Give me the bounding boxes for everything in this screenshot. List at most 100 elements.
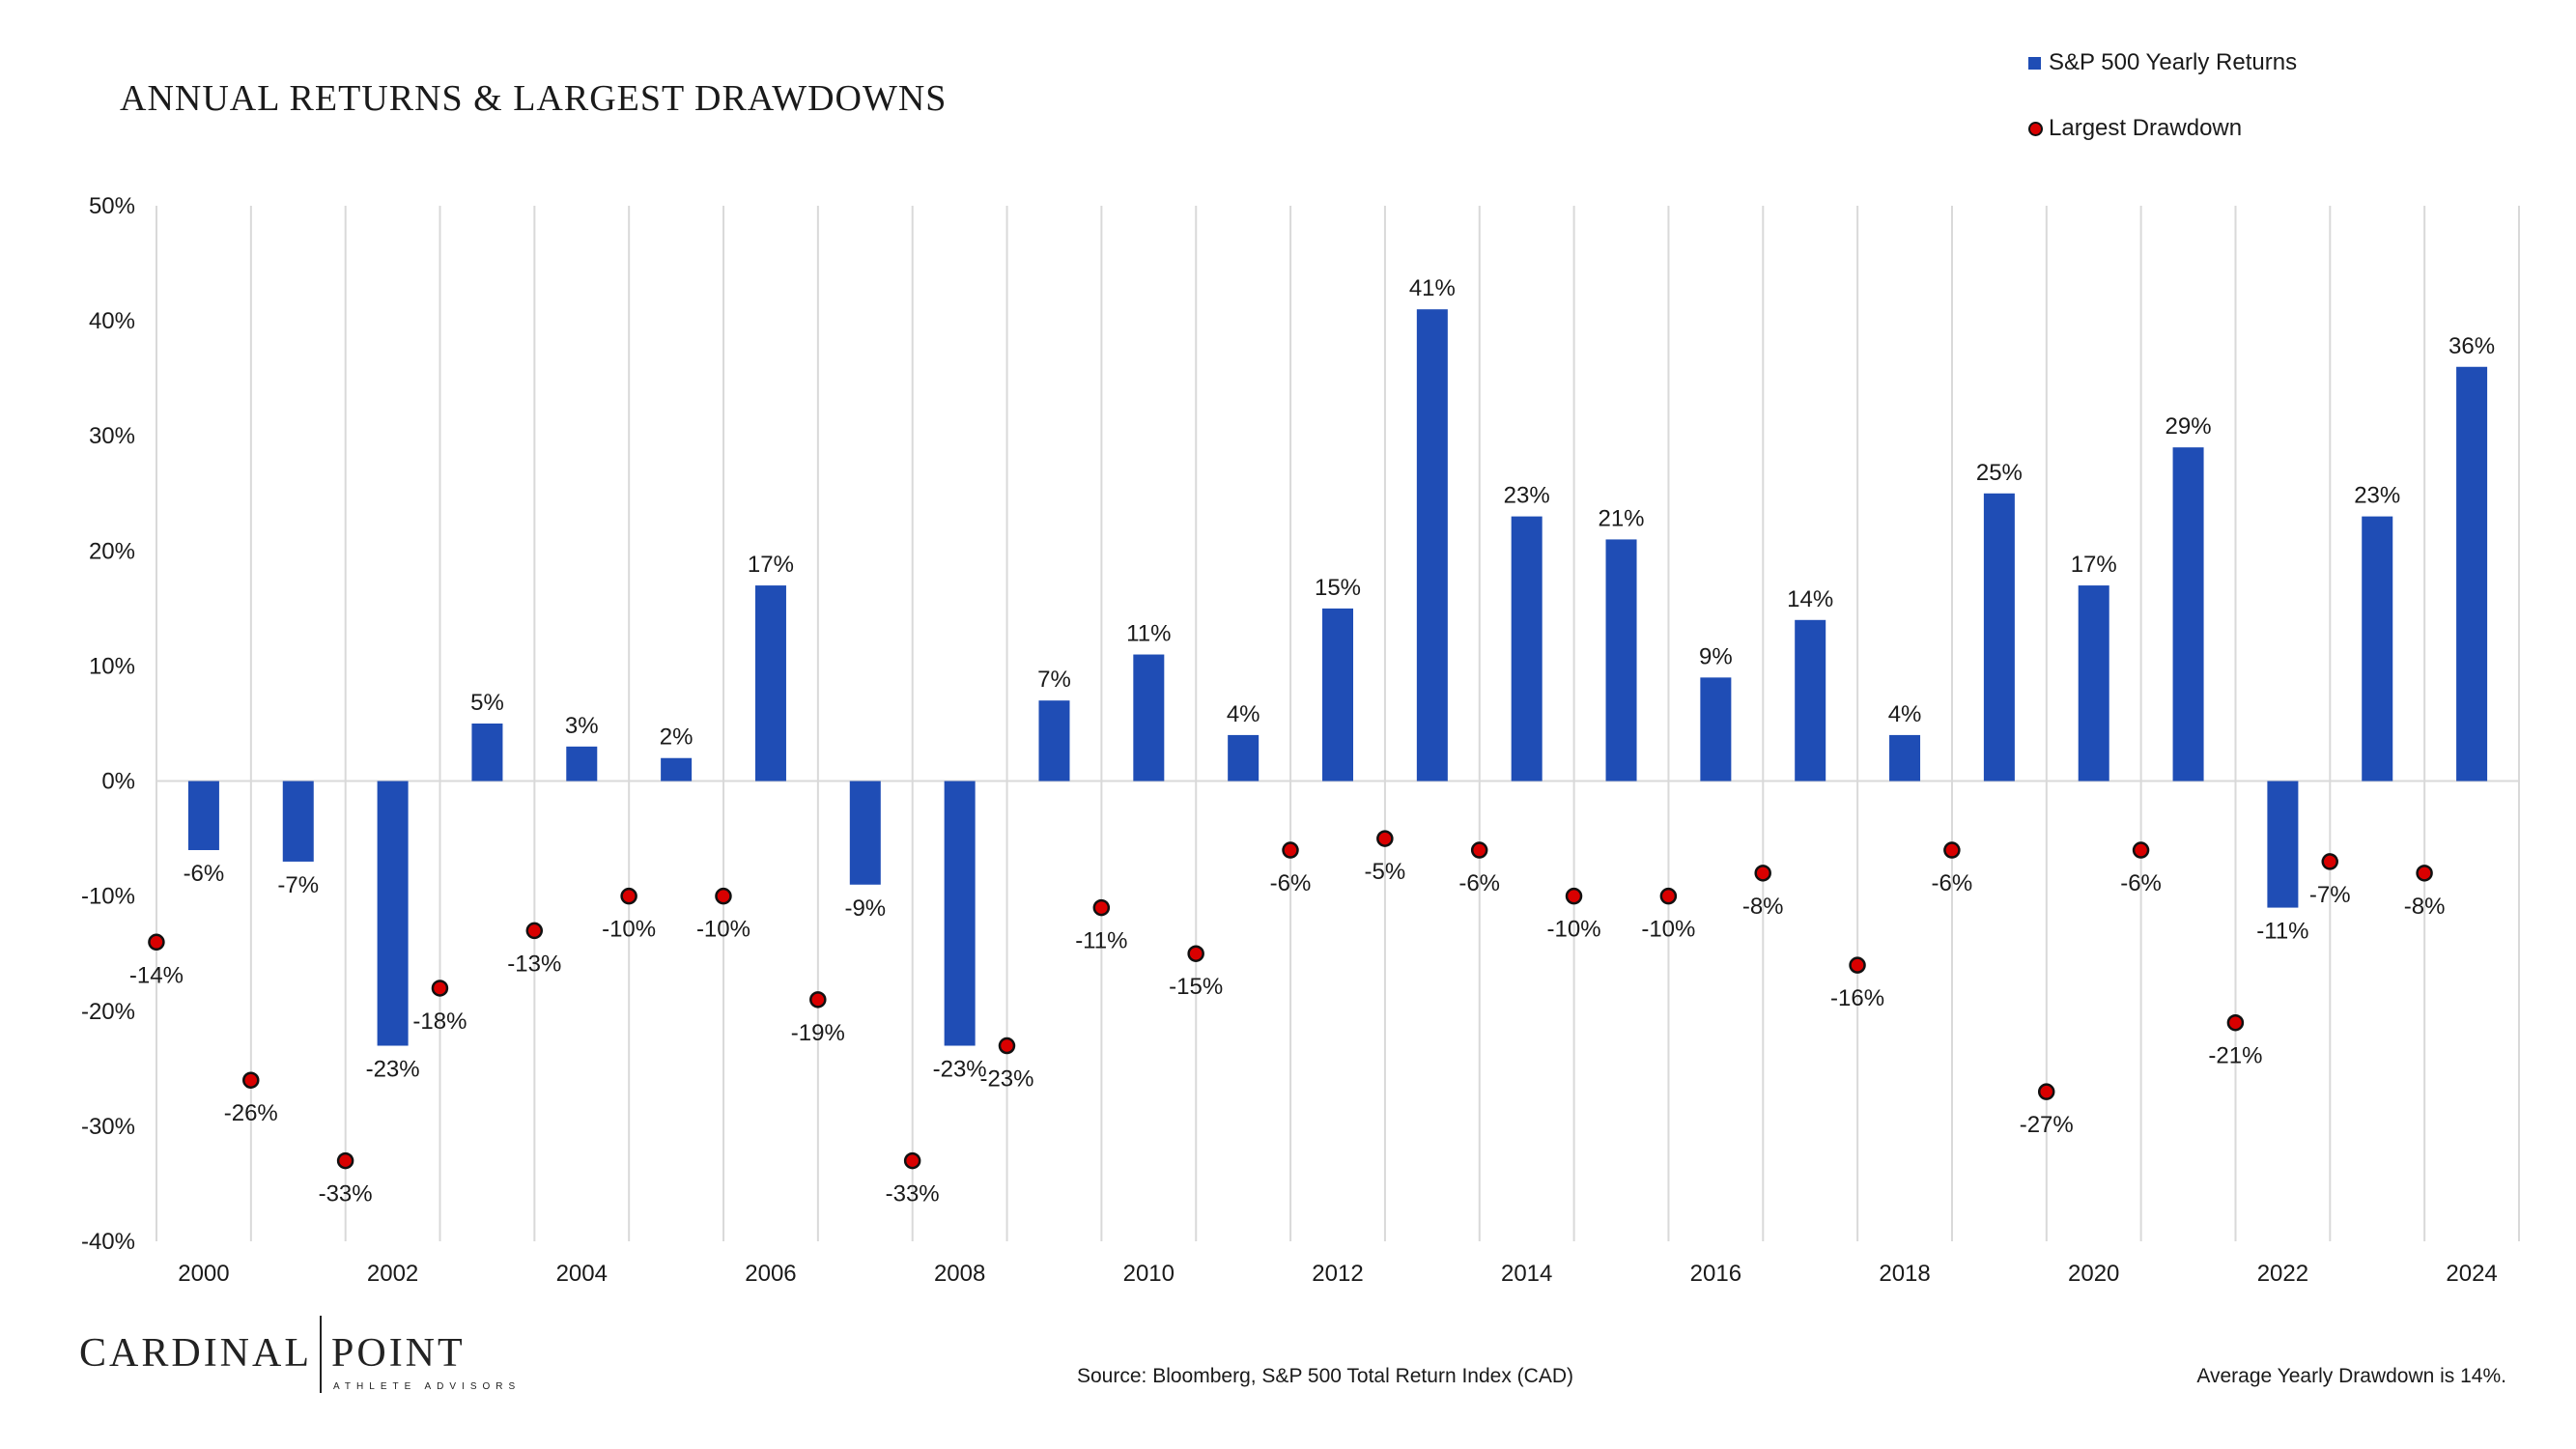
return-label: 14%	[1787, 586, 1833, 612]
x-tick-label: 2010	[1123, 1261, 1175, 1287]
return-bar	[944, 781, 976, 1046]
brand-name-right: POINT	[331, 1331, 466, 1376]
drawdown-label: -33%	[886, 1181, 940, 1208]
drawdown-label: -11%	[1075, 928, 1127, 954]
return-bar	[1228, 734, 1260, 781]
return-bar	[2362, 516, 2393, 781]
source-note: Source: Bloomberg, S&P 500 Total Return …	[1077, 1365, 1573, 1387]
return-label: 3%	[565, 713, 599, 739]
x-tick-label: 2020	[2068, 1261, 2119, 1287]
drawdown-label: -10%	[602, 917, 656, 943]
legend-label-returns: S&P 500 Yearly Returns	[2049, 49, 2298, 75]
drawdown-label: -5%	[1364, 859, 1405, 885]
x-tick-label: 2002	[367, 1261, 418, 1287]
y-tick-label: -10%	[81, 884, 135, 910]
return-label: -23%	[366, 1057, 420, 1083]
return-bar	[2078, 585, 2109, 781]
return-bar	[661, 757, 693, 781]
brand-subtitle: ATHLETE ADVISORS	[333, 1381, 522, 1392]
drawdown-point	[1754, 865, 1771, 882]
drawdown-label: -6%	[1458, 870, 1500, 896]
drawdown-label: -13%	[507, 951, 561, 977]
chart-title: ANNUAL RETURNS & LARGEST DRAWDOWNS	[120, 78, 948, 119]
return-label: 7%	[1037, 667, 1071, 693]
brand-right: POINT ATHLETE ADVISORS	[331, 1316, 521, 1392]
drawdown-label: -15%	[1169, 974, 1223, 1000]
drawdown-label: -10%	[696, 917, 750, 943]
return-label: 15%	[1315, 575, 1361, 601]
return-label: -11%	[2256, 919, 2308, 945]
return-bar	[1416, 309, 1448, 781]
drawdown-point	[2226, 1013, 2245, 1032]
return-bar	[1983, 493, 2015, 781]
y-tick-label: 20%	[89, 538, 135, 564]
return-label: 23%	[1504, 483, 1550, 509]
return-bar	[849, 781, 881, 885]
legend: S&P 500 Yearly Returns Largest Drawdown	[2028, 46, 2297, 178]
return-bar	[1133, 654, 1165, 781]
drawdown-point	[1565, 887, 1583, 905]
drawdown-label: -33%	[319, 1181, 373, 1208]
legend-label-drawdown: Largest Drawdown	[2049, 115, 2243, 141]
return-bar	[1322, 608, 1353, 781]
drawdown-point	[1470, 841, 1488, 859]
drawdown-label: -10%	[1547, 917, 1601, 943]
return-label: 17%	[2071, 552, 2117, 578]
drawdown-point	[809, 991, 827, 1009]
return-bar	[1038, 700, 1070, 781]
return-label: 21%	[1598, 505, 1644, 531]
return-label: -9%	[844, 895, 886, 922]
y-tick-label: -40%	[81, 1229, 135, 1255]
drawdown-point	[242, 1071, 260, 1089]
drawdown-point	[1282, 841, 1299, 859]
x-tick-label: 2018	[1879, 1261, 1930, 1287]
drawdown-point	[2037, 1083, 2055, 1100]
drawdown-label: -18%	[412, 1009, 467, 1035]
x-tick-label: 2004	[556, 1261, 608, 1287]
y-tick-label: 50%	[89, 193, 135, 219]
return-label: 4%	[1227, 701, 1260, 727]
drawdown-label: -7%	[2309, 882, 2351, 908]
return-label: 4%	[1888, 701, 1922, 727]
x-tick-label: 2022	[2257, 1261, 2308, 1287]
drawdown-label: -10%	[1641, 917, 1695, 943]
footnote: Average Yearly Drawdown is 14%.	[2196, 1365, 2506, 1387]
y-tick-label: 40%	[89, 308, 135, 334]
drawdown-point	[336, 1151, 354, 1170]
legend-dot-swatch-icon	[2028, 121, 2043, 136]
x-tick-label: 2016	[1690, 1261, 1741, 1287]
y-tick-label: 10%	[89, 653, 135, 679]
brand-name-left: CARDINAL	[79, 1331, 312, 1376]
drawdown-point	[525, 922, 544, 940]
return-label: 11%	[1126, 621, 1171, 647]
drawdown-label: -8%	[2404, 894, 2446, 920]
drawdown-label: -16%	[1830, 985, 1884, 1011]
return-bar	[2456, 366, 2488, 781]
return-label: 17%	[748, 552, 794, 578]
drawdown-point	[431, 980, 449, 997]
return-label: 9%	[1699, 643, 1733, 669]
drawdown-point	[620, 887, 637, 905]
y-tick-label: -20%	[81, 999, 135, 1025]
drawdown-point	[1943, 841, 1961, 859]
x-tick-label: 2012	[1312, 1261, 1363, 1287]
drawdown-label: -8%	[1742, 894, 1784, 920]
drawdown-label: -26%	[224, 1100, 278, 1126]
drawdown-label: -6%	[1270, 870, 1312, 896]
y-tick-label: 30%	[89, 423, 135, 449]
drawdown-point	[1659, 887, 1678, 905]
return-bar	[2172, 447, 2204, 781]
return-label: -6%	[184, 861, 225, 887]
return-bar	[282, 781, 314, 862]
legend-bar-swatch-icon	[2028, 56, 2041, 70]
return-bar	[754, 585, 786, 781]
y-tick-label: -30%	[81, 1114, 135, 1140]
drawdown-label: -19%	[791, 1020, 845, 1046]
return-bar	[566, 746, 598, 781]
drawdown-label: -23%	[979, 1066, 1033, 1093]
drawdown-point	[1187, 945, 1204, 962]
x-tick-label: 2024	[2446, 1261, 2497, 1287]
return-label: 2%	[660, 724, 694, 751]
drawdown-point	[1849, 956, 1866, 974]
drawdown-label: -21%	[2208, 1043, 2262, 1069]
